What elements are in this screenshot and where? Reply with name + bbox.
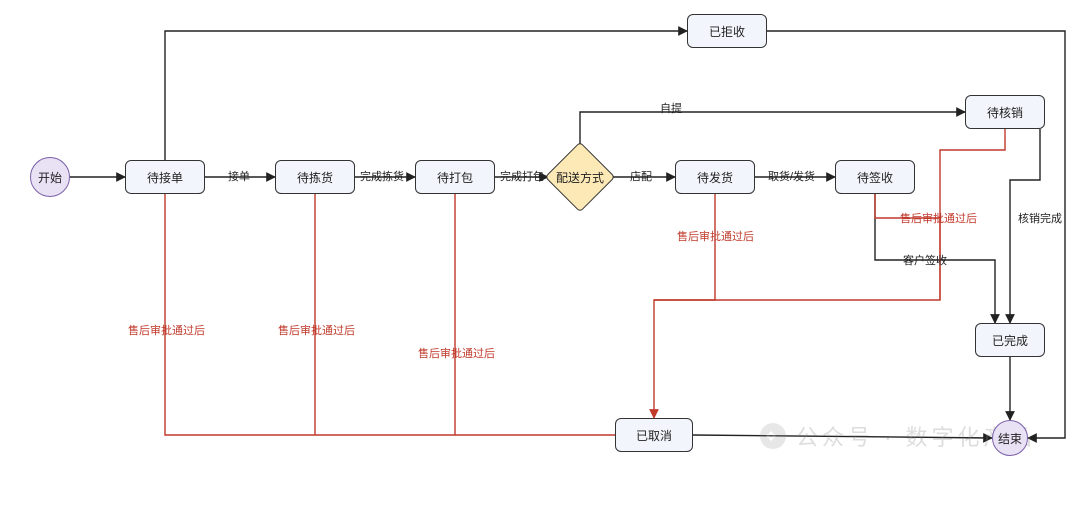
- node-end: 结束: [992, 420, 1028, 456]
- e-diamond-n4-label: 店配: [630, 168, 652, 184]
- e-n1-cancel: [165, 194, 615, 435]
- node-n3: 待打包: [415, 160, 495, 194]
- flowchart-canvas: ❖ 公众号 · 数字化产品 开始待接单待拣货待打包配送方式待发货待签收待核销已拒…: [0, 0, 1080, 511]
- e-diamond-n6: [580, 112, 965, 150]
- e-n3-diamond-label: 完成打包: [500, 168, 544, 184]
- e-n2-cancel-label: 售后审批通过后: [278, 322, 355, 338]
- e-n1-cancel-label: 售后审批通过后: [128, 322, 205, 338]
- e-n6-done-label: 核销完成: [1018, 210, 1062, 226]
- e-n5-cancel-label: 售后审批通过后: [900, 210, 977, 226]
- node-n1: 待接单: [125, 160, 205, 194]
- node-cancelled: 已取消: [615, 418, 693, 452]
- node-rejected: 已拒收: [687, 14, 767, 48]
- e-n5-done-label: 客户签收: [903, 252, 947, 268]
- e-n3-cancel-label: 售后审批通过后: [418, 345, 495, 361]
- e-n6-done: [1010, 129, 1040, 323]
- wechat-icon: ❖: [760, 423, 786, 449]
- e-n4-cancel-label: 售后审批通过后: [677, 228, 754, 244]
- node-n6: 待核销: [965, 95, 1045, 129]
- e-n2-n3-label: 完成拣货: [360, 168, 404, 184]
- node-done: 已完成: [975, 323, 1045, 357]
- e-n1-n2-label: 接单: [228, 168, 250, 184]
- e-n4-n5-label: 取货/发货: [768, 168, 815, 184]
- e-n5-cancel: [654, 194, 940, 300]
- node-n5: 待签收: [835, 160, 915, 194]
- e-rejected-up: [165, 31, 687, 160]
- node-start: 开始: [30, 157, 70, 197]
- node-n2: 待拣货: [275, 160, 355, 194]
- e-rejected-end: [767, 31, 1065, 438]
- node-n4: 待发货: [675, 160, 755, 194]
- e-diamond-n6-label: 自提: [660, 100, 682, 116]
- node-diamond: 配送方式: [555, 152, 605, 202]
